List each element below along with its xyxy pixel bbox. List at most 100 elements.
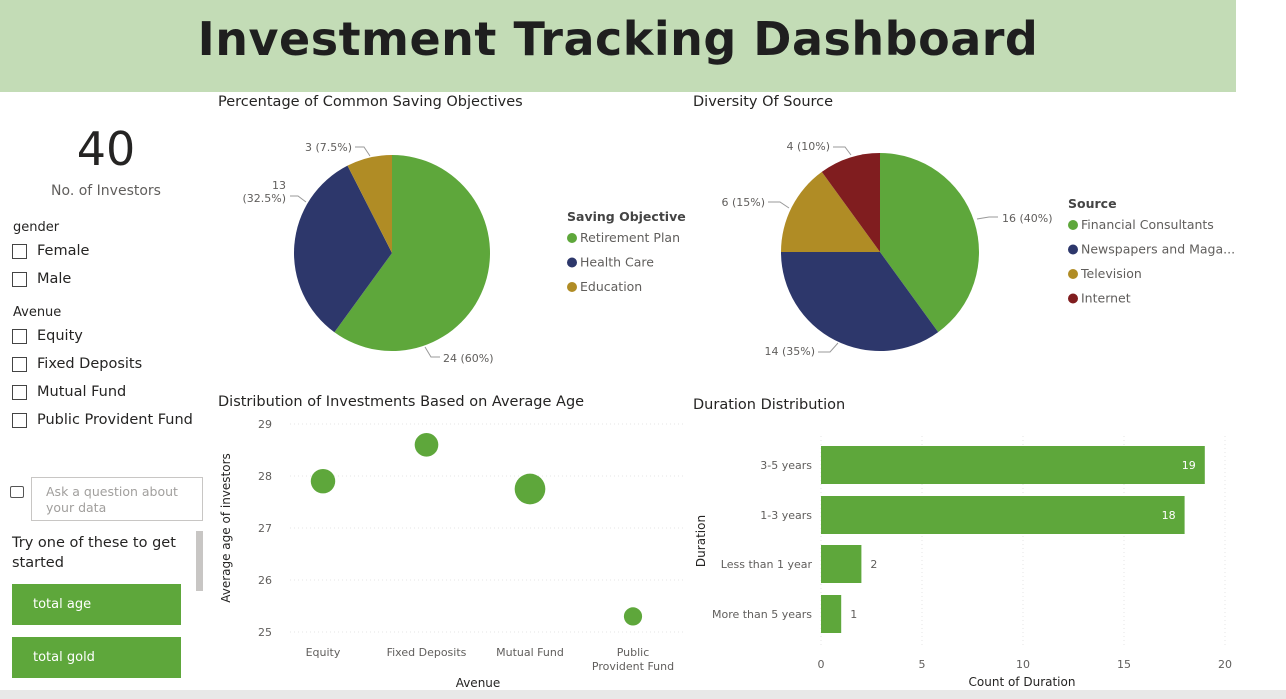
age-distribution-title: Distribution of Investments Based on Ave… <box>218 394 585 410</box>
gender-option-male[interactable]: Male <box>12 271 71 287</box>
checkbox[interactable] <box>12 356 27 372</box>
bar-data-label: 19 <box>1182 459 1196 472</box>
gender-slicer-title: gender <box>13 220 60 235</box>
checkbox[interactable] <box>12 412 27 428</box>
pie-slice-television[interactable] <box>781 171 880 252</box>
pie-leader-line <box>290 195 307 203</box>
x-tick-label: Equity <box>306 646 341 659</box>
legend-item-retirement-plan[interactable]: Retirement Plan <box>580 230 680 245</box>
legend-marker <box>1068 244 1078 255</box>
header-banner: Investment Tracking Dashboard <box>0 0 1236 92</box>
scatter-point-mutual-fund[interactable] <box>514 473 546 505</box>
legend-marker <box>567 257 577 268</box>
y-tick-label: 1-3 years <box>760 509 812 522</box>
bar-less-than-1-year[interactable] <box>821 545 862 583</box>
pie-data-label: (32.5%) <box>242 192 286 205</box>
chat-icon <box>10 486 24 498</box>
y-tick-label: More than 5 years <box>712 608 812 621</box>
duration-distribution-title: Duration Distribution <box>693 397 846 413</box>
bar-3-5-years[interactable] <box>821 446 1205 484</box>
option-label: Mutual Fund <box>37 384 127 400</box>
pie-slice-financial-consultants[interactable] <box>880 153 979 333</box>
qa-suggestion-total-gold[interactable]: total gold <box>12 637 181 678</box>
legend-marker <box>1068 293 1078 304</box>
legend-item-newspapers-and-magazines[interactable]: Newspapers and Maga... <box>1081 242 1235 257</box>
bar-more-than-5-years[interactable] <box>821 595 842 633</box>
pie-data-label: 6 (15%) <box>721 196 765 209</box>
pie-leader-line <box>976 216 998 220</box>
checkbox[interactable] <box>12 271 27 287</box>
y-tick-label: 3-5 years <box>760 459 812 472</box>
pie-data-label: 4 (10%) <box>786 140 830 153</box>
legend-item-television[interactable]: Television <box>1080 266 1142 281</box>
pie-data-label: 14 (35%) <box>764 345 815 358</box>
bar-data-label: 18 <box>1162 509 1176 522</box>
x-tick-label: Public <box>617 646 650 659</box>
pie-leader-line <box>355 146 371 157</box>
pie-data-label: 16 (40%) <box>1002 212 1053 225</box>
pie-slice-internet[interactable] <box>821 153 880 252</box>
option-label: Fixed Deposits <box>37 356 143 372</box>
source-diversity-title: Diversity Of Source <box>693 94 834 110</box>
x-tick-label: Provident Fund <box>592 660 674 673</box>
y-tick-label: Less than 1 year <box>721 558 813 571</box>
legend-marker <box>1068 269 1078 279</box>
x-tick-label: 15 <box>1117 658 1131 671</box>
legend-item-education[interactable]: Education <box>580 279 642 294</box>
legend-marker <box>1068 220 1078 230</box>
pie-data-label: 24 (60%) <box>443 352 494 365</box>
option-label: Female <box>37 243 90 259</box>
x-tick-label: 20 <box>1218 658 1232 671</box>
legend-item-health-care[interactable]: Health Care <box>580 255 654 270</box>
pie-slice-retirement-plan[interactable] <box>334 155 490 352</box>
scatter-point-equity[interactable] <box>310 468 336 494</box>
gender-option-female[interactable]: Female <box>12 243 89 259</box>
legend-title: Saving Objective <box>567 209 686 224</box>
avenue-option-mutual-fund[interactable]: Mutual Fund <box>12 384 126 400</box>
legend-item-internet[interactable]: Internet <box>1081 291 1131 306</box>
qa-question-input[interactable]: Ask a question about your data <box>31 477 203 521</box>
y-tick-label: 29 <box>258 418 272 431</box>
pie-leader-line <box>424 346 440 358</box>
y-tick-label: 28 <box>258 470 272 483</box>
checkbox[interactable] <box>12 328 27 344</box>
bar-data-label: 2 <box>870 558 877 571</box>
page-title: Investment Tracking Dashboard <box>197 12 1039 66</box>
pie-data-label: 3 (7.5%) <box>305 141 352 154</box>
scatter-point-fixed-deposits[interactable] <box>414 432 439 457</box>
y-axis-title: Average age of investors <box>219 453 233 603</box>
checkbox[interactable] <box>12 384 27 400</box>
pie-leader-line <box>833 146 852 156</box>
legend-item-financial-consultants[interactable]: Financial Consultants <box>1081 217 1214 232</box>
y-tick-label: 25 <box>258 626 272 639</box>
legend-title: Source <box>1068 196 1117 211</box>
scatter-point-public-provident-fund[interactable] <box>623 607 643 626</box>
pie-leader-line <box>768 201 790 209</box>
option-label: Public Provident Fund <box>37 412 193 428</box>
page-tabs-bar <box>0 690 1286 699</box>
x-axis-title: Avenue <box>456 676 501 690</box>
legend-marker <box>567 233 577 243</box>
qa-suggestion-heading: Try one of these to get started <box>12 535 176 571</box>
avenue-option-equity[interactable]: Equity <box>12 328 83 344</box>
qa-suggestion-total-age[interactable]: total age <box>12 584 181 625</box>
option-label: Equity <box>37 328 83 344</box>
avenue-option-fixed-deposits[interactable]: Fixed Deposits <box>12 356 142 372</box>
avenue-option-public-provident-fund[interactable]: Public Provident Fund <box>12 412 193 428</box>
qa-scrollbar[interactable] <box>196 531 203 591</box>
x-axis-title: Count of Duration <box>969 675 1076 689</box>
pie-leader-line <box>818 342 839 353</box>
y-tick-label: 26 <box>258 574 272 587</box>
pie-slice-health-care[interactable] <box>294 165 392 333</box>
legend-marker <box>567 282 577 292</box>
x-tick-label: Mutual Fund <box>496 646 564 659</box>
bar-1-3-years[interactable] <box>821 496 1185 534</box>
avenue-slicer-title: Avenue <box>13 305 62 320</box>
x-tick-label: Fixed Deposits <box>387 646 467 659</box>
pie-data-label: 13 <box>272 179 286 192</box>
pie-slice-newspapers-and-magazines[interactable] <box>781 252 939 351</box>
page-margin <box>1236 0 1286 699</box>
pie-slice-education[interactable] <box>347 155 392 253</box>
x-tick-label: 5 <box>919 658 926 671</box>
checkbox[interactable] <box>12 243 27 259</box>
